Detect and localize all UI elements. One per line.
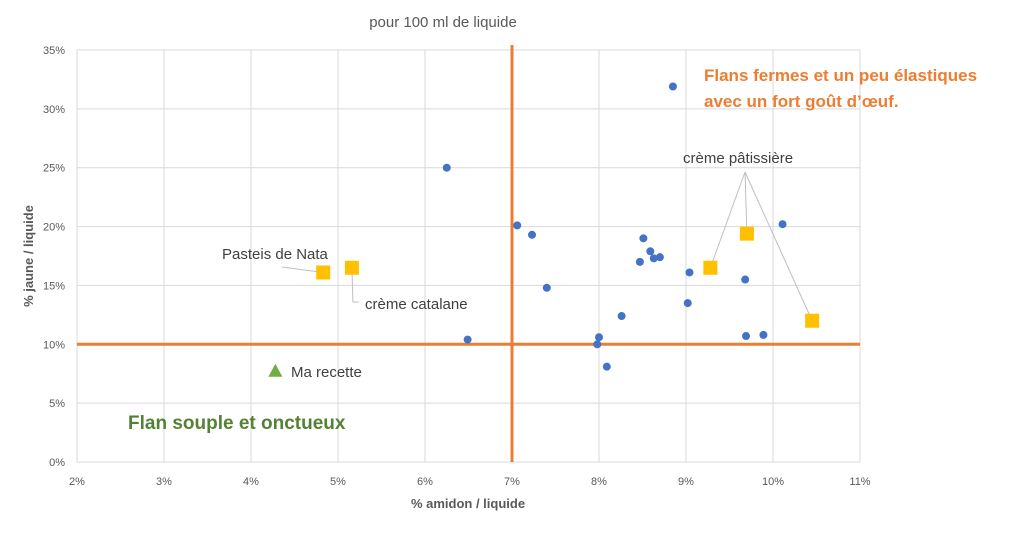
- data-point-circle: [635, 257, 644, 266]
- data-point-circle: [685, 268, 694, 277]
- leader-line-catalane: [351, 267, 359, 303]
- leader-line-patissiere: [709, 171, 746, 268]
- x-tick-label: 2%: [69, 476, 85, 488]
- data-point-circle: [513, 221, 522, 230]
- y-tick-label: 30%: [43, 104, 65, 116]
- x-tick-label: 8%: [591, 476, 607, 488]
- x-tick-label: 10%: [762, 476, 784, 488]
- data-point-circle: [778, 220, 787, 229]
- data-point-circle: [617, 312, 626, 321]
- label-soft-flan: Flan souple et onctueux: [128, 413, 346, 434]
- x-axis-title: % amidon / liquide: [411, 496, 525, 511]
- y-tick-label: 35%: [43, 45, 65, 57]
- data-point-circle: [595, 333, 603, 342]
- y-tick-label: 25%: [43, 163, 65, 175]
- data-point-circle: [528, 230, 537, 239]
- data-point-circle: [593, 340, 602, 349]
- annotation-leader-lines: [281, 171, 813, 321]
- x-tick-label: 9%: [678, 476, 694, 488]
- label-firm-flans-line1: Flans fermes et un peu élastiques: [704, 66, 977, 85]
- x-tick-label: 5%: [330, 476, 346, 488]
- leader-line-patissiere: [744, 171, 813, 321]
- data-point-circle: [649, 254, 658, 263]
- data-point-circle: [463, 335, 472, 344]
- reference-lines: [77, 45, 860, 462]
- label-pasteis-de-nata: Pasteis de Nata: [222, 246, 329, 263]
- data-point-circle: [759, 330, 768, 339]
- label-firm-flans-line2: avec un fort goût d’œuf.: [704, 92, 899, 111]
- data-point-square: [344, 260, 359, 275]
- data-point-square: [703, 260, 718, 275]
- tick-labels: 2% 3% 4% 5% 6% 7% 8% 9% 10% 11% 0% 5% 10% 15% 20% 25% 30…: [43, 45, 871, 488]
- y-tick-label: 20%: [43, 222, 65, 234]
- y-tick-label: 15%: [43, 280, 65, 292]
- x-tick-label: 3%: [156, 476, 172, 488]
- data-point-circle: [542, 283, 551, 292]
- data-point-square: [739, 226, 754, 241]
- data-point-circle: [683, 299, 692, 308]
- data-point-square: [805, 313, 820, 328]
- data-point-circle: [442, 163, 451, 172]
- x-tick-label: 6%: [417, 476, 433, 488]
- data-point-triangle: [268, 363, 283, 377]
- y-tick-label: 5%: [49, 398, 65, 410]
- data-point-square: [316, 265, 331, 280]
- data-point-circle: [741, 275, 750, 284]
- data-point-circle: [646, 247, 655, 256]
- label-ma-recette: Ma recette: [291, 364, 362, 381]
- y-tick-label: 10%: [43, 339, 65, 351]
- label-creme-patissiere: crème pâtissière: [683, 150, 793, 167]
- y-axis-title: % jaune / liquide: [21, 205, 36, 307]
- label-creme-catalane: crème catalane: [365, 296, 468, 313]
- y-tick-label: 0%: [49, 457, 65, 469]
- data-point-circle: [668, 82, 677, 91]
- data-point-circle: [602, 362, 611, 371]
- x-tick-label: 7%: [504, 476, 520, 488]
- gridlines: [76, 49, 861, 463]
- chart-title: pour 100 ml de liquide: [369, 14, 517, 31]
- data-point-circle: [655, 253, 664, 262]
- x-tick-label: 11%: [849, 476, 870, 488]
- data-points: [268, 82, 820, 377]
- data-point-circle: [742, 332, 751, 341]
- data-point-circle: [639, 234, 648, 243]
- leader-line-patissiere: [744, 171, 748, 234]
- x-tick-label: 4%: [243, 476, 259, 488]
